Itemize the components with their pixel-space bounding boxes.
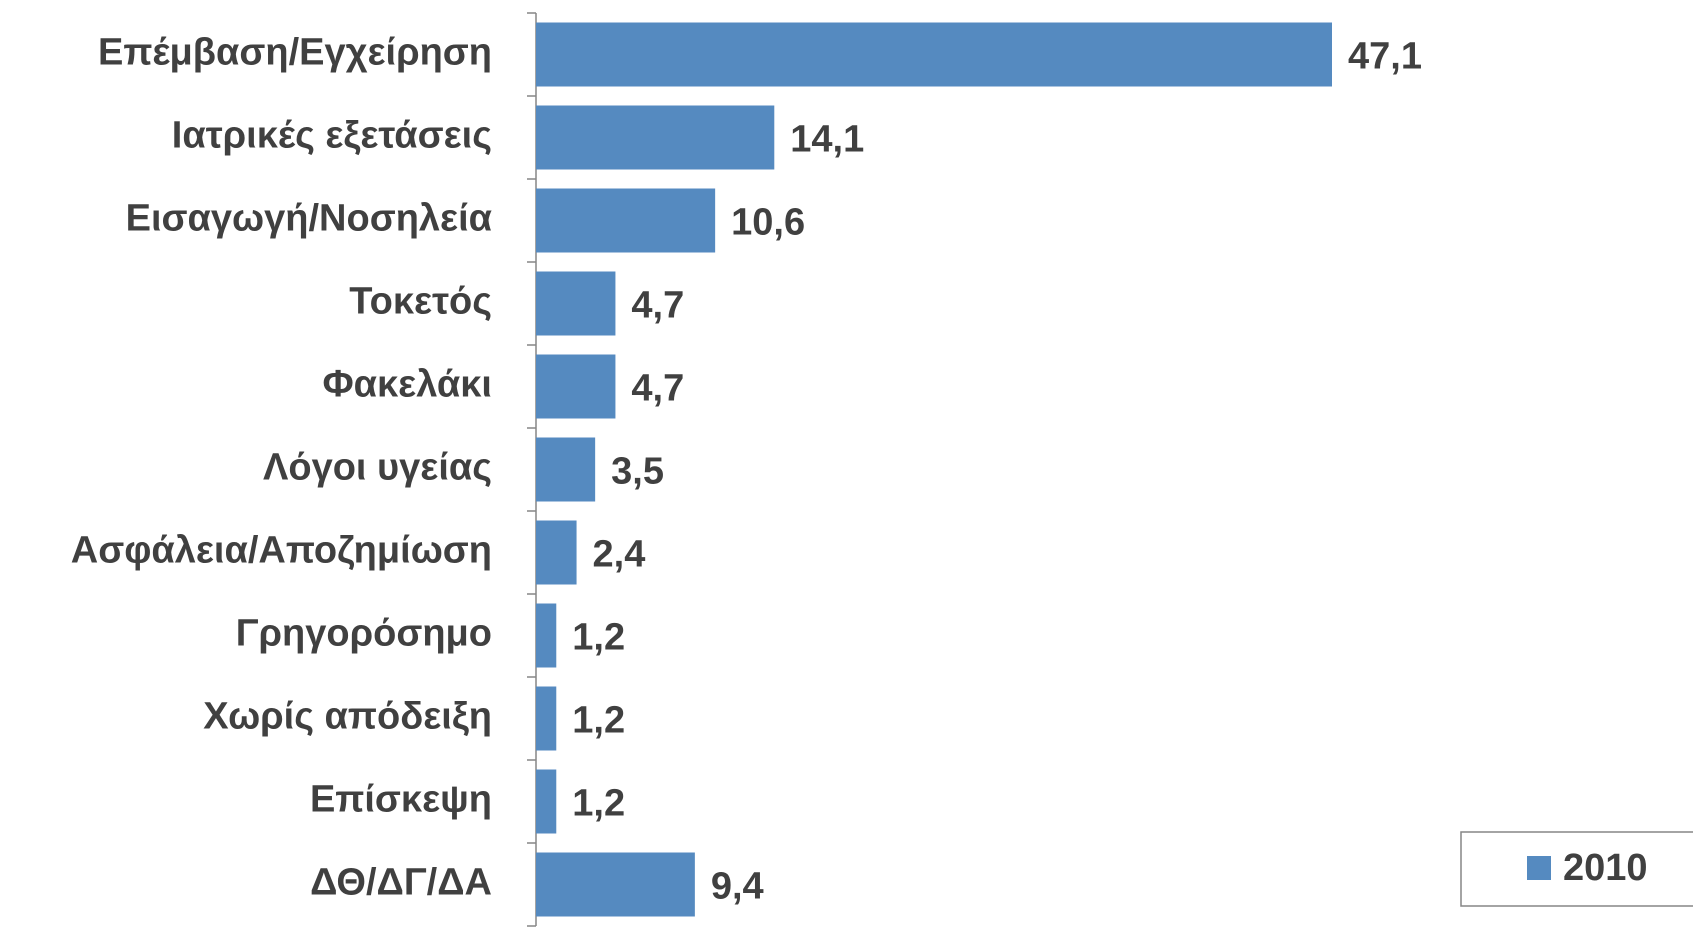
bar xyxy=(536,686,557,751)
bar xyxy=(536,271,616,336)
bar xyxy=(536,22,1332,87)
legend-box xyxy=(1460,831,1693,907)
y-tick-label: Εισαγωγή/Νοσηλεία xyxy=(126,198,492,240)
y-tick-label: ΔΘ/ΔΓ/ΔΑ xyxy=(310,862,492,904)
y-tick-label: Ιατρικές εξετάσεις xyxy=(172,115,492,157)
bar xyxy=(536,354,616,419)
y-tick-label: Επέμβαση/Εγχείρηση xyxy=(98,32,492,74)
value-label: 14,1 xyxy=(790,119,864,161)
value-label: 1,2 xyxy=(572,700,625,742)
value-label: 4,7 xyxy=(631,285,684,327)
value-label: 2,4 xyxy=(593,534,646,576)
value-label: 47,1 xyxy=(1348,36,1422,78)
y-tick-label: Λόγοι υγείας xyxy=(263,447,492,489)
bar xyxy=(536,105,775,170)
y-tick-label: Φακελάκι xyxy=(322,364,492,406)
y-tick-label: Χωρίς απόδειξη xyxy=(203,696,492,738)
bar xyxy=(536,188,716,253)
value-label: 1,2 xyxy=(572,783,625,825)
legend-swatch xyxy=(1527,856,1551,880)
value-label: 4,7 xyxy=(631,368,684,410)
value-label: 1,2 xyxy=(572,617,625,659)
y-tick-label: Ασφάλεια/Αποζημίωση xyxy=(71,530,492,572)
bar xyxy=(536,603,557,668)
y-tick-label: Γρηγορόσημο xyxy=(236,613,492,655)
y-tick-label: Επίσκεψη xyxy=(310,779,492,821)
value-label: 10,6 xyxy=(731,202,805,244)
bar xyxy=(536,520,577,585)
value-label: 9,4 xyxy=(711,866,764,908)
bar xyxy=(536,852,695,917)
value-label: 3,5 xyxy=(611,451,664,493)
bar xyxy=(536,769,557,834)
legend-label: 2010 xyxy=(1563,847,1648,889)
y-tick-label: Τοκετός xyxy=(349,281,492,323)
bar xyxy=(536,437,596,502)
